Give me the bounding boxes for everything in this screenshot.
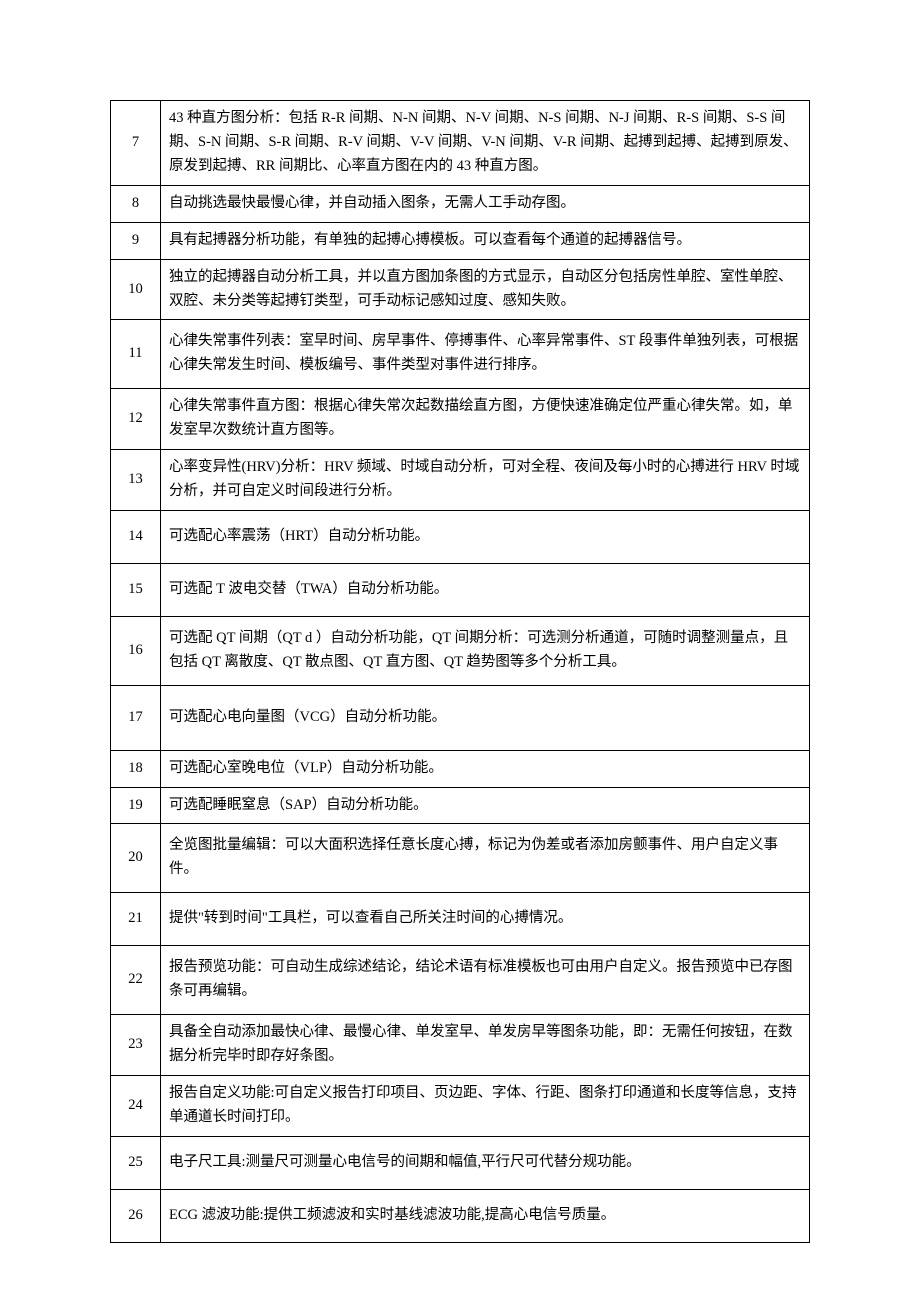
row-desc: 报告自定义功能:可自定义报告打印项目、页边距、字体、行距、图条打印通道和长度等信…: [161, 1075, 810, 1136]
row-number: 25: [111, 1136, 161, 1189]
row-number: 21: [111, 893, 161, 946]
row-number: 17: [111, 685, 161, 750]
row-number: 26: [111, 1189, 161, 1242]
table-row: 22 报告预览功能：可自动生成综述结论，结论术语有标准模板也可由用户自定义。报告…: [111, 946, 810, 1015]
row-number: 14: [111, 510, 161, 563]
row-number: 7: [111, 101, 161, 186]
row-desc: 具备全自动添加最快心律、最慢心律、单发室早、单发房早等图条功能，即：无需任何按钮…: [161, 1015, 810, 1076]
row-desc: 心律失常事件直方图：根据心律失常次起数描绘直方图，方便快速准确定位严重心律失常。…: [161, 389, 810, 450]
row-desc: 可选配 QT 间期（QT d ）自动分析功能，QT 间期分析：可选测分析通道，可…: [161, 616, 810, 685]
row-desc: 可选配心率震荡（HRT）自动分析功能。: [161, 510, 810, 563]
table-row: 18 可选配心室晚电位（VLP）自动分析功能。: [111, 750, 810, 787]
table-row: 15 可选配 T 波电交替（TWA）自动分析功能。: [111, 563, 810, 616]
row-number: 18: [111, 750, 161, 787]
row-desc: 提供"转到时间"工具栏，可以查看自己所关注时间的心搏情况。: [161, 893, 810, 946]
table-row: 7 43 种直方图分析：包括 R-R 间期、N-N 间期、N-V 间期、N-S …: [111, 101, 810, 186]
row-number: 16: [111, 616, 161, 685]
row-desc: ECG 滤波功能:提供工频滤波和实时基线滤波功能,提高心电信号质量。: [161, 1189, 810, 1242]
row-number: 15: [111, 563, 161, 616]
table-row: 17 可选配心电向量图（VCG）自动分析功能。: [111, 685, 810, 750]
spec-table: 7 43 种直方图分析：包括 R-R 间期、N-N 间期、N-V 间期、N-S …: [110, 100, 810, 1243]
row-number: 22: [111, 946, 161, 1015]
row-number: 20: [111, 824, 161, 893]
table-row: 9 具有起搏器分析功能，有单独的起搏心搏模板。可以查看每个通道的起搏器信号。: [111, 222, 810, 259]
table-row: 20 全览图批量编辑：可以大面积选择任意长度心搏，标记为伪差或者添加房颤事件、用…: [111, 824, 810, 893]
row-desc: 可选配睡眠窒息（SAP）自动分析功能。: [161, 787, 810, 824]
row-desc: 具有起搏器分析功能，有单独的起搏心搏模板。可以查看每个通道的起搏器信号。: [161, 222, 810, 259]
row-desc: 可选配 T 波电交替（TWA）自动分析功能。: [161, 563, 810, 616]
table-row: 8 自动挑选最快最慢心律，并自动插入图条，无需人工手动存图。: [111, 185, 810, 222]
table-row: 12 心律失常事件直方图：根据心律失常次起数描绘直方图，方便快速准确定位严重心律…: [111, 389, 810, 450]
row-desc: 可选配心电向量图（VCG）自动分析功能。: [161, 685, 810, 750]
table-row: 19 可选配睡眠窒息（SAP）自动分析功能。: [111, 787, 810, 824]
row-desc: 电子尺工具:测量尺可测量心电信号的间期和幅值,平行尺可代替分规功能。: [161, 1136, 810, 1189]
row-desc: 独立的起搏器自动分析工具，并以直方图加条图的方式显示，自动区分包括房性单腔、室性…: [161, 259, 810, 320]
table-row: 10 独立的起搏器自动分析工具，并以直方图加条图的方式显示，自动区分包括房性单腔…: [111, 259, 810, 320]
row-number: 24: [111, 1075, 161, 1136]
table-row: 25 电子尺工具:测量尺可测量心电信号的间期和幅值,平行尺可代替分规功能。: [111, 1136, 810, 1189]
row-desc: 心律失常事件列表：室早时间、房早事件、停搏事件、心率异常事件、ST 段事件单独列…: [161, 320, 810, 389]
row-number: 11: [111, 320, 161, 389]
row-desc: 全览图批量编辑：可以大面积选择任意长度心搏，标记为伪差或者添加房颤事件、用户自定…: [161, 824, 810, 893]
row-desc: 可选配心室晚电位（VLP）自动分析功能。: [161, 750, 810, 787]
table-row: 14 可选配心率震荡（HRT）自动分析功能。: [111, 510, 810, 563]
row-number: 12: [111, 389, 161, 450]
row-number: 9: [111, 222, 161, 259]
row-desc: 自动挑选最快最慢心律，并自动插入图条，无需人工手动存图。: [161, 185, 810, 222]
row-number: 19: [111, 787, 161, 824]
row-number: 13: [111, 450, 161, 511]
table-row: 11 心律失常事件列表：室早时间、房早事件、停搏事件、心率异常事件、ST 段事件…: [111, 320, 810, 389]
row-number: 23: [111, 1015, 161, 1076]
row-number: 10: [111, 259, 161, 320]
row-number: 8: [111, 185, 161, 222]
table-row: 13 心率变异性(HRV)分析：HRV 频域、时域自动分析，可对全程、夜间及每小…: [111, 450, 810, 511]
row-desc: 心率变异性(HRV)分析：HRV 频域、时域自动分析，可对全程、夜间及每小时的心…: [161, 450, 810, 511]
table-row: 16 可选配 QT 间期（QT d ）自动分析功能，QT 间期分析：可选测分析通…: [111, 616, 810, 685]
table-row: 23 具备全自动添加最快心律、最慢心律、单发室早、单发房早等图条功能，即：无需任…: [111, 1015, 810, 1076]
table-row: 24 报告自定义功能:可自定义报告打印项目、页边距、字体、行距、图条打印通道和长…: [111, 1075, 810, 1136]
row-desc: 报告预览功能：可自动生成综述结论，结论术语有标准模板也可由用户自定义。报告预览中…: [161, 946, 810, 1015]
row-desc: 43 种直方图分析：包括 R-R 间期、N-N 间期、N-V 间期、N-S 间期…: [161, 101, 810, 186]
table-row: 26 ECG 滤波功能:提供工频滤波和实时基线滤波功能,提高心电信号质量。: [111, 1189, 810, 1242]
table-row: 21 提供"转到时间"工具栏，可以查看自己所关注时间的心搏情况。: [111, 893, 810, 946]
